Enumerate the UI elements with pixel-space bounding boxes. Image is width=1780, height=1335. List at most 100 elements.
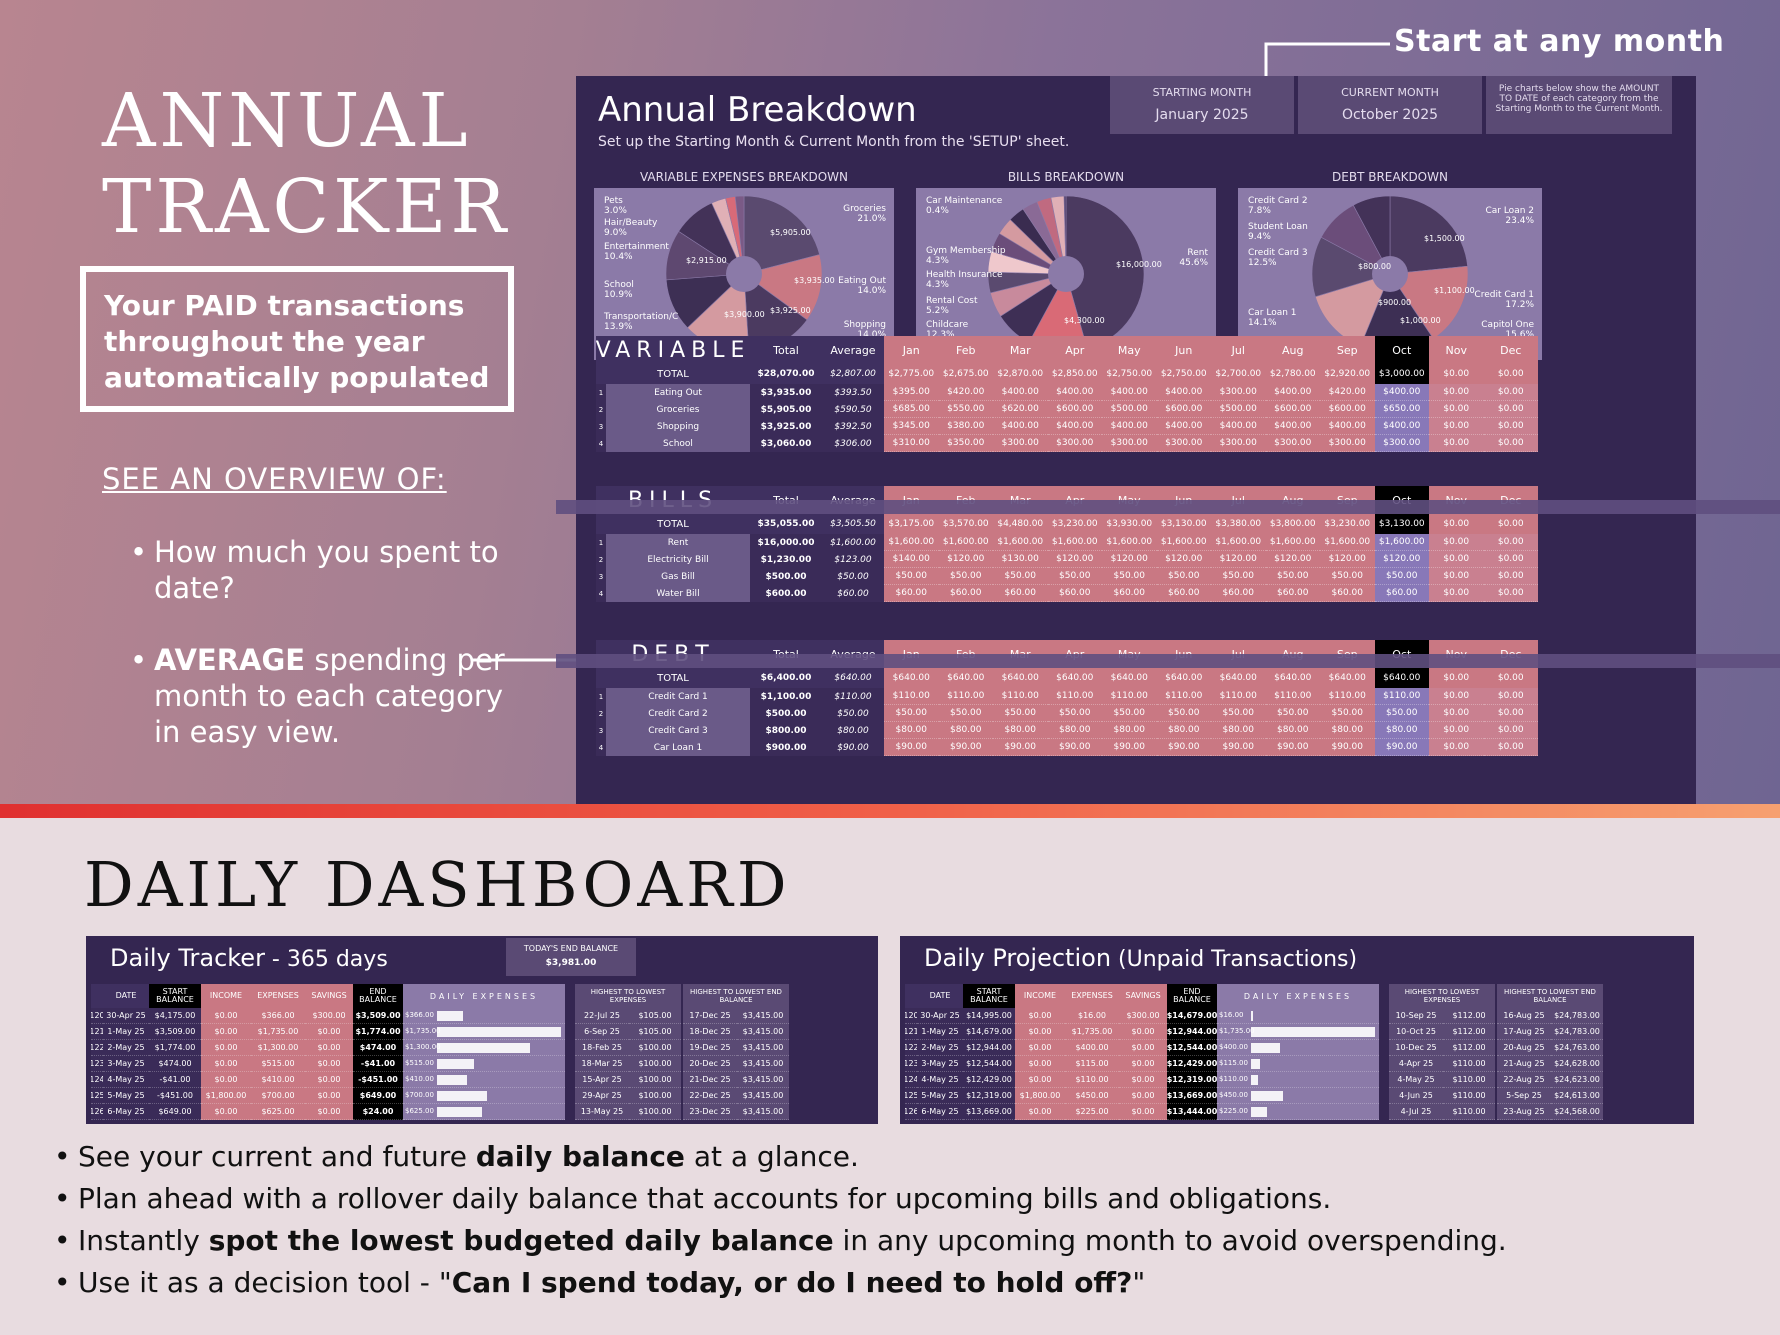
month-value[interactable]: $120.00 — [1102, 551, 1157, 568]
month-value[interactable]: $400.00 — [1211, 418, 1266, 435]
daily-cell[interactable]: 1-May 25 — [917, 1024, 963, 1040]
month-value[interactable]: $120.00 — [1211, 551, 1266, 568]
month-value[interactable]: $0.00 — [1429, 739, 1484, 756]
month-value[interactable]: $300.00 — [1211, 435, 1266, 452]
month-value[interactable]: $80.00 — [938, 722, 993, 739]
month-value[interactable]: $420.00 — [938, 384, 993, 401]
month-value[interactable]: $90.00 — [993, 739, 1048, 756]
daily-cell[interactable]: 6-May 25 — [917, 1104, 963, 1120]
month-value[interactable]: $400.00 — [1047, 418, 1102, 435]
month-value[interactable]: $80.00 — [1320, 722, 1375, 739]
month-value[interactable]: $310.00 — [884, 435, 939, 452]
month-value[interactable]: $400.00 — [1102, 418, 1157, 435]
month-value[interactable]: $120.00 — [1374, 551, 1429, 568]
daily-cell[interactable]: 30-Apr 25 — [917, 1008, 963, 1024]
month-value[interactable]: $50.00 — [1374, 705, 1429, 722]
month-value[interactable]: $80.00 — [884, 722, 939, 739]
month-value[interactable]: $110.00 — [938, 688, 993, 705]
month-header-mar[interactable]: Mar — [993, 336, 1048, 364]
month-value[interactable]: $120.00 — [1047, 551, 1102, 568]
month-value[interactable]: $0.00 — [1483, 585, 1538, 602]
month-value[interactable]: $0.00 — [1483, 688, 1538, 705]
daily-cell[interactable]: 1-May 25 — [103, 1024, 149, 1040]
month-value[interactable]: $300.00 — [993, 435, 1048, 452]
month-value[interactable]: $90.00 — [884, 739, 939, 756]
row-category[interactable]: Eating Out — [606, 384, 750, 401]
month-value[interactable]: $600.00 — [1156, 401, 1211, 418]
month-value[interactable]: $400.00 — [1102, 384, 1157, 401]
month-value[interactable]: $0.00 — [1483, 739, 1538, 756]
month-value[interactable]: $80.00 — [1265, 722, 1320, 739]
month-header-jan[interactable]: Jan — [884, 336, 939, 364]
month-value[interactable]: $0.00 — [1429, 568, 1484, 585]
month-value[interactable]: $50.00 — [1156, 568, 1211, 585]
month-value[interactable]: $350.00 — [938, 435, 993, 452]
row-category[interactable]: Electricity Bill — [606, 551, 750, 568]
month-value[interactable]: $50.00 — [1265, 568, 1320, 585]
month-value[interactable]: $90.00 — [1320, 739, 1375, 756]
daily-cell[interactable]: 5-May 25 — [103, 1088, 149, 1104]
month-header-nov[interactable]: Nov — [1429, 336, 1484, 364]
month-value[interactable]: $550.00 — [938, 401, 993, 418]
month-header-may[interactable]: May — [1102, 336, 1157, 364]
month-value[interactable]: $110.00 — [1211, 688, 1266, 705]
row-category[interactable]: Rent — [606, 534, 750, 551]
row-category[interactable]: Groceries — [606, 401, 750, 418]
month-value[interactable]: $140.00 — [884, 551, 939, 568]
month-value[interactable]: $110.00 — [993, 688, 1048, 705]
month-value[interactable]: $300.00 — [1047, 435, 1102, 452]
row-category[interactable]: Credit Card 3 — [606, 722, 750, 739]
month-value[interactable]: $50.00 — [1102, 705, 1157, 722]
month-value[interactable]: $1,600.00 — [1102, 534, 1157, 551]
row-category[interactable]: Gas Bill — [606, 568, 750, 585]
month-value[interactable]: $300.00 — [1156, 435, 1211, 452]
month-value[interactable]: $60.00 — [1156, 585, 1211, 602]
month-value[interactable]: $60.00 — [1265, 585, 1320, 602]
month-value[interactable]: $90.00 — [938, 739, 993, 756]
month-value[interactable]: $0.00 — [1429, 435, 1484, 452]
month-value[interactable]: $120.00 — [938, 551, 993, 568]
month-value[interactable]: $50.00 — [1211, 705, 1266, 722]
month-value[interactable]: $380.00 — [938, 418, 993, 435]
month-value[interactable]: $0.00 — [1483, 705, 1538, 722]
month-value[interactable]: $50.00 — [1320, 705, 1375, 722]
month-value[interactable]: $90.00 — [1047, 739, 1102, 756]
month-value[interactable]: $420.00 — [1320, 384, 1375, 401]
month-value[interactable]: $1,600.00 — [884, 534, 939, 551]
month-value[interactable]: $110.00 — [1374, 688, 1429, 705]
month-value[interactable]: $120.00 — [1320, 551, 1375, 568]
month-value[interactable]: $650.00 — [1374, 401, 1429, 418]
month-value[interactable]: $0.00 — [1483, 384, 1538, 401]
month-value[interactable]: $50.00 — [1211, 568, 1266, 585]
month-value[interactable]: $110.00 — [884, 688, 939, 705]
month-value[interactable]: $90.00 — [1156, 739, 1211, 756]
month-value[interactable]: $1,600.00 — [1265, 534, 1320, 551]
month-value[interactable]: $50.00 — [993, 568, 1048, 585]
daily-cell[interactable]: 2-May 25 — [917, 1040, 963, 1056]
daily-cell[interactable]: 3-May 25 — [917, 1056, 963, 1072]
month-value[interactable]: $0.00 — [1429, 585, 1484, 602]
month-value[interactable]: $60.00 — [1320, 585, 1375, 602]
month-value[interactable]: $1,600.00 — [1374, 534, 1429, 551]
row-category[interactable]: School — [606, 435, 750, 452]
month-value[interactable]: $80.00 — [1156, 722, 1211, 739]
month-value[interactable]: $0.00 — [1429, 384, 1484, 401]
month-value[interactable]: $90.00 — [1265, 739, 1320, 756]
row-category[interactable]: Credit Card 2 — [606, 705, 750, 722]
month-value[interactable]: $300.00 — [1320, 435, 1375, 452]
month-value[interactable]: $345.00 — [884, 418, 939, 435]
month-value[interactable]: $110.00 — [1265, 688, 1320, 705]
month-value[interactable]: $110.00 — [1047, 688, 1102, 705]
row-category[interactable]: Shopping — [606, 418, 750, 435]
month-value[interactable]: $0.00 — [1483, 551, 1538, 568]
month-value[interactable]: $1,600.00 — [1211, 534, 1266, 551]
month-value[interactable]: $50.00 — [1265, 705, 1320, 722]
month-header-aug[interactable]: Aug — [1265, 336, 1320, 364]
month-value[interactable]: $0.00 — [1429, 551, 1484, 568]
month-value[interactable]: $120.00 — [1265, 551, 1320, 568]
month-value[interactable]: $0.00 — [1483, 568, 1538, 585]
month-value[interactable]: $50.00 — [884, 568, 939, 585]
daily-cell[interactable]: 2-May 25 — [103, 1040, 149, 1056]
month-value[interactable]: $80.00 — [993, 722, 1048, 739]
daily-cell[interactable]: 4-May 25 — [103, 1072, 149, 1088]
